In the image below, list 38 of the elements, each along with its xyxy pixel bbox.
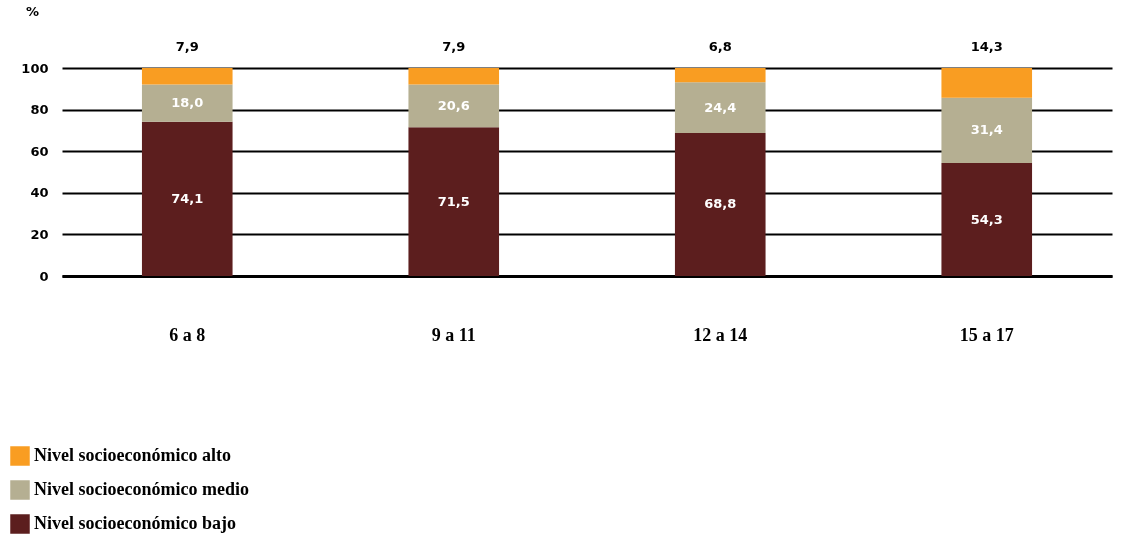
- y-tick-label: 20: [30, 226, 49, 242]
- bar: [408, 68, 500, 85]
- data-label: 24,4: [704, 99, 737, 115]
- bar: [941, 163, 1033, 276]
- bar: [941, 68, 1033, 98]
- y-tick-label: 80: [30, 102, 49, 118]
- y-axis-title: %: [25, 3, 40, 19]
- data-label: 18,0: [171, 95, 204, 111]
- data-label: 31,4: [970, 122, 1003, 138]
- data-label: 7,9: [442, 39, 466, 54]
- bar: [141, 68, 233, 85]
- y-tick-label: 60: [30, 143, 49, 159]
- bar: [408, 127, 500, 276]
- data-label: 7,9: [175, 39, 199, 54]
- x-tick-label: 12 a 14: [693, 324, 748, 345]
- data-label: 71,5: [437, 193, 470, 209]
- bar: [408, 84, 500, 128]
- x-tick-label: 9 a 11: [431, 324, 476, 345]
- x-tick-label: 6 a 8: [169, 324, 206, 345]
- y-tick-label: 0: [39, 268, 49, 284]
- data-label: 54,3: [970, 211, 1003, 227]
- bar: [141, 121, 233, 276]
- bar: [941, 97, 1033, 164]
- data-label: 6,8: [708, 39, 732, 54]
- bar: [141, 84, 233, 122]
- bar: [674, 82, 766, 133]
- data-label: 74,1: [171, 190, 204, 206]
- y-tick-label: 40: [30, 185, 49, 201]
- legend-label: Nivel socioeconómico bajo: [34, 513, 236, 533]
- bar: [674, 132, 766, 276]
- legend-label: Nivel socioeconómico alto: [34, 445, 231, 465]
- legend-label: Nivel socioeconómico medio: [34, 479, 249, 499]
- x-tick-label: 15 a 17: [959, 324, 1014, 345]
- data-label: 14,3: [970, 39, 1003, 54]
- data-label: 68,8: [704, 196, 737, 212]
- bar: [674, 68, 766, 83]
- data-label: 20,6: [437, 97, 470, 113]
- y-tick-label: 100: [21, 60, 49, 76]
